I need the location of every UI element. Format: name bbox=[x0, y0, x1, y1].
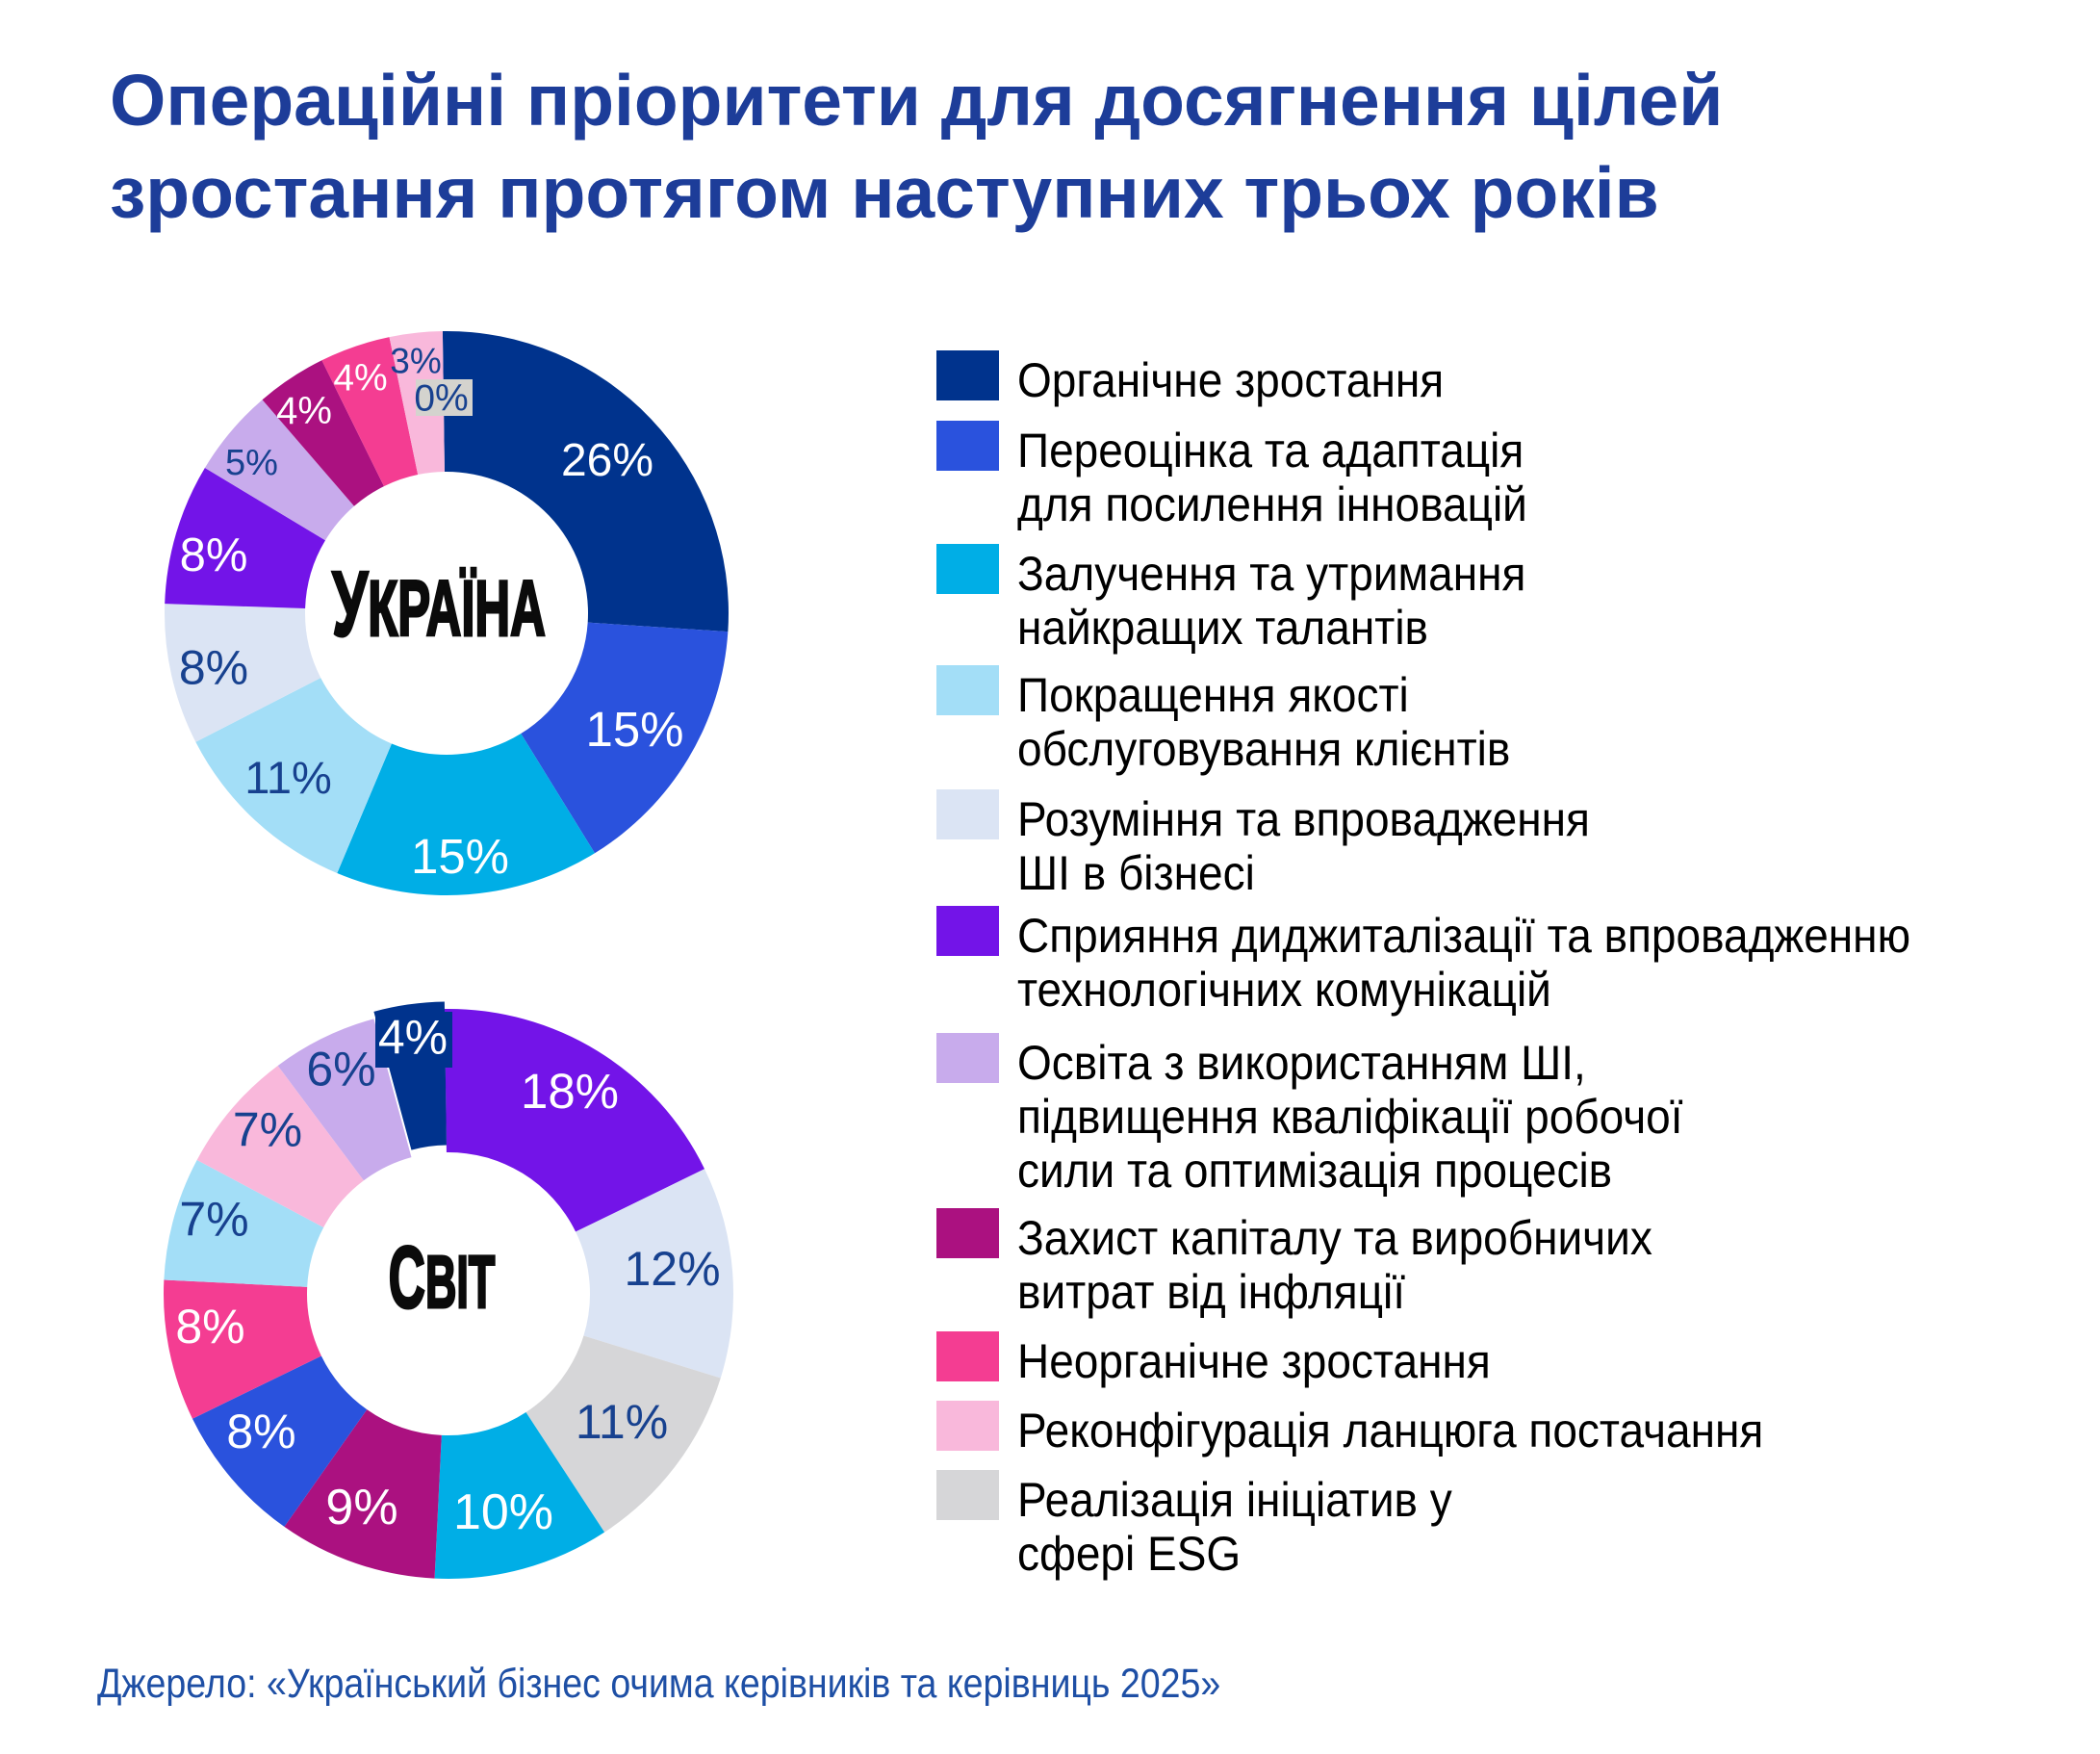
svg-text:4%: 4% bbox=[276, 390, 332, 432]
svg-text:26%: 26% bbox=[561, 435, 653, 486]
svg-text:4%: 4% bbox=[378, 1011, 448, 1065]
svg-text:5%: 5% bbox=[225, 443, 278, 483]
svg-text:10%: 10% bbox=[453, 1484, 553, 1540]
svg-text:15%: 15% bbox=[411, 829, 509, 884]
svg-text:11%: 11% bbox=[244, 752, 332, 803]
svg-text:6%: 6% bbox=[306, 1043, 375, 1096]
svg-text:18%: 18% bbox=[521, 1064, 619, 1119]
svg-text:9%: 9% bbox=[325, 1480, 397, 1535]
svg-text:12%: 12% bbox=[624, 1242, 720, 1296]
svg-text:3%: 3% bbox=[390, 342, 441, 381]
svg-text:0%: 0% bbox=[414, 378, 468, 420]
svg-text:11%: 11% bbox=[576, 1395, 668, 1449]
svg-text:8%: 8% bbox=[180, 529, 248, 581]
svg-text:8%: 8% bbox=[226, 1405, 295, 1458]
svg-text:4%: 4% bbox=[333, 358, 387, 400]
svg-text:15%: 15% bbox=[585, 702, 683, 757]
svg-text:8%: 8% bbox=[175, 1300, 244, 1354]
svg-text:7%: 7% bbox=[179, 1193, 248, 1247]
svg-text:8%: 8% bbox=[179, 641, 248, 695]
svg-text:7%: 7% bbox=[233, 1103, 302, 1157]
